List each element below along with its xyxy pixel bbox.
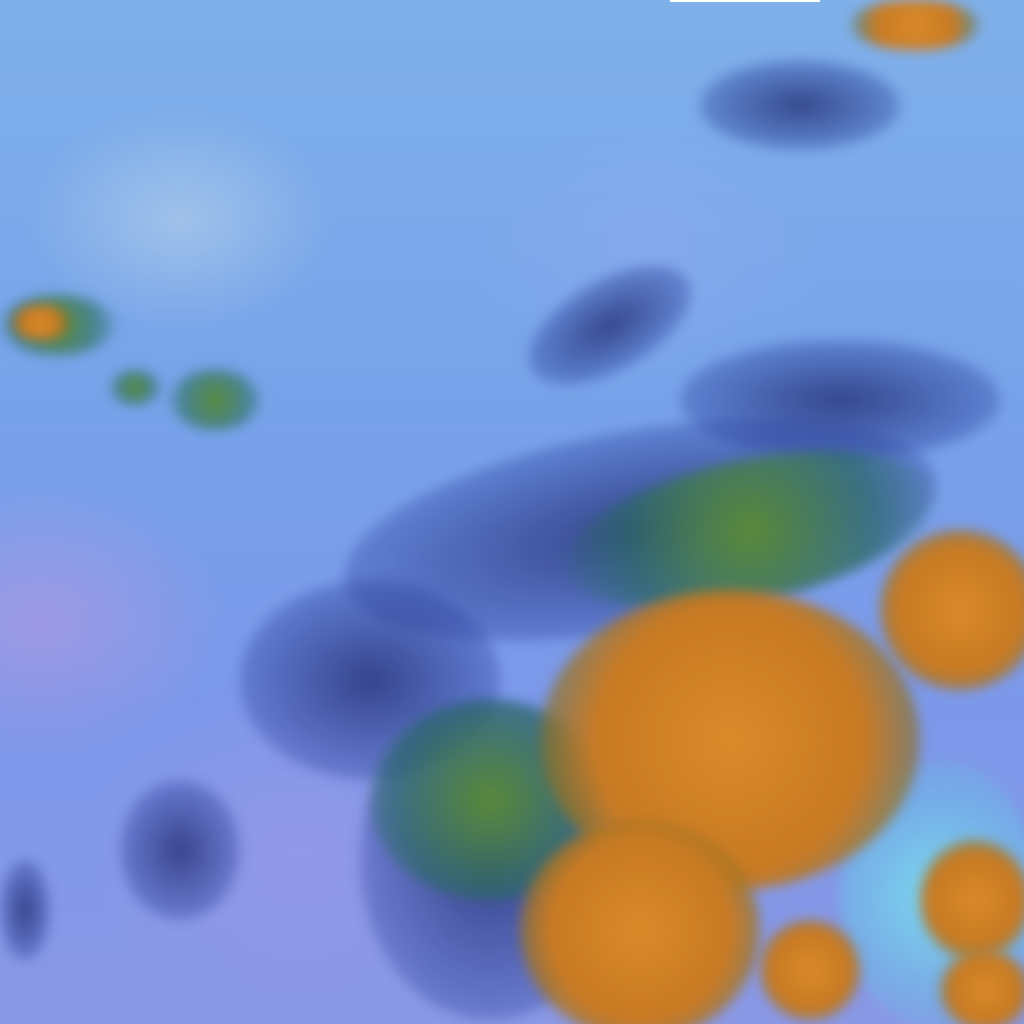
convective-cloud bbox=[760, 920, 860, 1020]
island bbox=[170, 370, 260, 430]
convective-cloud bbox=[940, 950, 1024, 1024]
convective-cloud bbox=[850, 0, 980, 50]
dark-cloud-band bbox=[0, 860, 50, 960]
convective-cloud bbox=[880, 530, 1024, 690]
convective-cloud bbox=[920, 840, 1024, 960]
dark-cloud-band bbox=[509, 241, 711, 409]
dark-cloud-band bbox=[120, 780, 240, 920]
dark-cloud-band bbox=[700, 60, 900, 150]
image-edge-artifact bbox=[670, 0, 820, 2]
island bbox=[110, 370, 160, 405]
convective-cloud bbox=[520, 820, 760, 1024]
island-core bbox=[10, 305, 70, 340]
